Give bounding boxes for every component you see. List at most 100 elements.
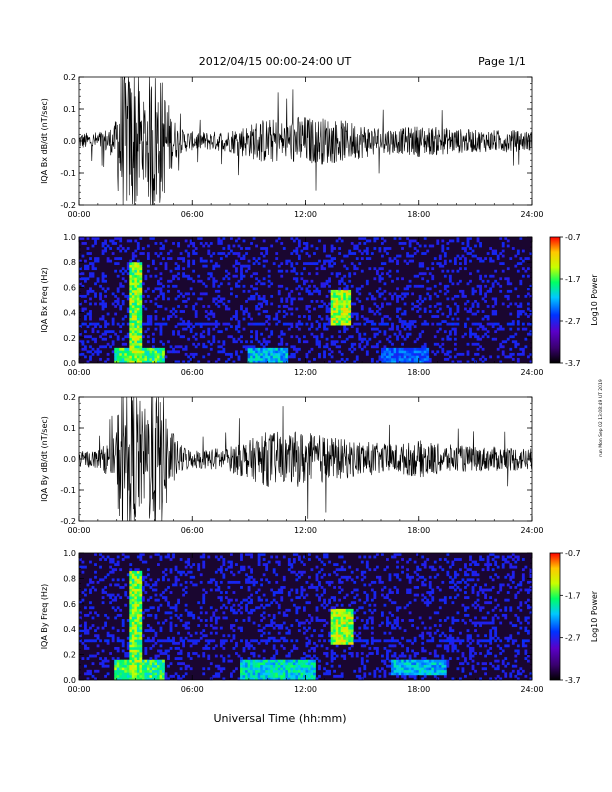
spectrogram-cell bbox=[408, 357, 412, 361]
spectrogram-cell bbox=[363, 555, 367, 559]
spectrogram-cell bbox=[516, 357, 520, 361]
spectrogram-cell bbox=[89, 611, 92, 615]
spectrogram-cell bbox=[443, 292, 447, 296]
spectrogram-cell bbox=[214, 672, 218, 676]
spectrogram-cell bbox=[323, 588, 326, 592]
spectrogram-cell bbox=[416, 284, 420, 288]
spectrogram-cell bbox=[209, 342, 213, 346]
spectrogram-cell bbox=[313, 674, 316, 678]
spectrogram-cell bbox=[129, 297, 133, 301]
spectrogram-cell bbox=[526, 315, 530, 318]
spectrogram-cell bbox=[86, 267, 90, 271]
spectrogram-cell bbox=[134, 325, 138, 329]
spectrogram-cell bbox=[119, 330, 123, 334]
spectrogram-cell bbox=[134, 657, 138, 660]
spectrogram-cell bbox=[91, 616, 95, 620]
spectrogram-cell bbox=[159, 272, 163, 276]
spectrogram-cell bbox=[469, 279, 472, 283]
spectrogram-cell bbox=[235, 317, 238, 321]
spectrogram-cell bbox=[162, 575, 165, 579]
spectrogram-cell bbox=[149, 606, 153, 610]
spectrogram-cell bbox=[365, 249, 369, 253]
spectrogram-cell bbox=[328, 279, 331, 283]
spectrogram-cell bbox=[277, 669, 281, 673]
spectrogram-cell bbox=[476, 342, 480, 346]
spectrogram-cell bbox=[101, 242, 105, 245]
spectrogram-cell bbox=[318, 598, 321, 602]
spectrogram-cell bbox=[207, 252, 211, 255]
spectrogram-cell bbox=[159, 277, 163, 281]
spectrogram-cell bbox=[280, 586, 284, 589]
spectrogram-cell bbox=[91, 606, 95, 610]
spectrogram-cell bbox=[81, 272, 85, 276]
spectrogram-cell bbox=[139, 262, 143, 266]
spectrogram-cell bbox=[267, 580, 271, 584]
spectrogram-cell bbox=[255, 360, 258, 364]
spectrogram-cell bbox=[159, 593, 163, 597]
spectrogram-cell bbox=[129, 259, 133, 263]
spectrogram-cell bbox=[277, 310, 281, 313]
spectrogram-cell bbox=[139, 282, 143, 286]
spectrogram-cell bbox=[159, 677, 163, 681]
spectrogram-cell bbox=[126, 677, 130, 681]
spectrogram-cell bbox=[250, 297, 253, 301]
spectrogram-cell bbox=[257, 588, 261, 592]
spectrogram-cell bbox=[494, 337, 498, 341]
spectrogram-cell bbox=[224, 322, 228, 326]
spectrogram-cell bbox=[242, 312, 246, 316]
spectrogram-cell bbox=[438, 282, 442, 286]
spectrogram-cell bbox=[305, 244, 309, 248]
spectrogram-cell bbox=[451, 297, 455, 301]
spectrogram-cell bbox=[368, 555, 372, 559]
spectrogram-cell bbox=[202, 563, 206, 566]
spectrogram-cell bbox=[131, 350, 135, 354]
spectrogram-cell bbox=[182, 624, 185, 627]
spectrogram-cell bbox=[348, 629, 352, 633]
spectrogram-cell bbox=[481, 360, 485, 364]
spectrogram-cell bbox=[116, 659, 120, 663]
spectrogram-cell bbox=[340, 621, 344, 625]
spectrogram-cell bbox=[177, 570, 180, 574]
spectrogram-cell bbox=[81, 629, 85, 633]
spectrogram-cell bbox=[277, 667, 281, 671]
spectrogram-cell bbox=[91, 237, 95, 240]
spectrogram-cell bbox=[491, 305, 495, 308]
spectrogram-cell bbox=[398, 350, 402, 354]
spectrogram-cell bbox=[202, 588, 206, 592]
spectrogram-cell bbox=[89, 601, 92, 605]
spectrogram-cell bbox=[172, 312, 175, 316]
spectrogram-cell bbox=[365, 247, 369, 250]
spectrogram-cell bbox=[330, 624, 334, 627]
spectrogram-cell bbox=[172, 636, 175, 640]
spectrogram-cell bbox=[494, 249, 498, 253]
spectrogram-cell bbox=[506, 294, 510, 298]
spectrogram-cell bbox=[381, 357, 384, 361]
spectrogram-cell bbox=[436, 294, 440, 298]
spectrogram-cell bbox=[335, 302, 339, 306]
spectrogram-cell bbox=[252, 287, 256, 291]
spectrogram-cell bbox=[129, 591, 133, 594]
spectrogram-cell bbox=[393, 586, 397, 589]
spectrogram-cell bbox=[290, 335, 294, 339]
spectrogram-cell bbox=[381, 322, 384, 326]
spectrogram-cell bbox=[104, 332, 107, 336]
spectrogram-cell bbox=[328, 307, 331, 311]
spectrogram-cell bbox=[114, 347, 118, 351]
spectrogram-cell bbox=[285, 312, 289, 316]
spectrogram-cell bbox=[280, 624, 284, 627]
spectrogram-cell bbox=[126, 674, 130, 678]
spectrogram-cell bbox=[162, 639, 165, 643]
spectrogram-cell bbox=[484, 257, 487, 260]
spectrogram-cell bbox=[350, 636, 354, 640]
spectrogram-cell bbox=[212, 315, 216, 318]
spectrogram-cell bbox=[199, 279, 203, 283]
spectrogram-cell bbox=[325, 621, 329, 625]
spectrogram-cell bbox=[413, 662, 417, 666]
spectrogram-cell bbox=[338, 624, 342, 627]
spectrogram-cell bbox=[451, 360, 455, 364]
spectrogram-cell bbox=[136, 267, 140, 271]
spectrogram-cell bbox=[375, 360, 379, 364]
spectrogram-cell bbox=[79, 340, 82, 344]
spectrogram-cell bbox=[134, 292, 138, 296]
spectrogram-cell bbox=[257, 347, 261, 351]
